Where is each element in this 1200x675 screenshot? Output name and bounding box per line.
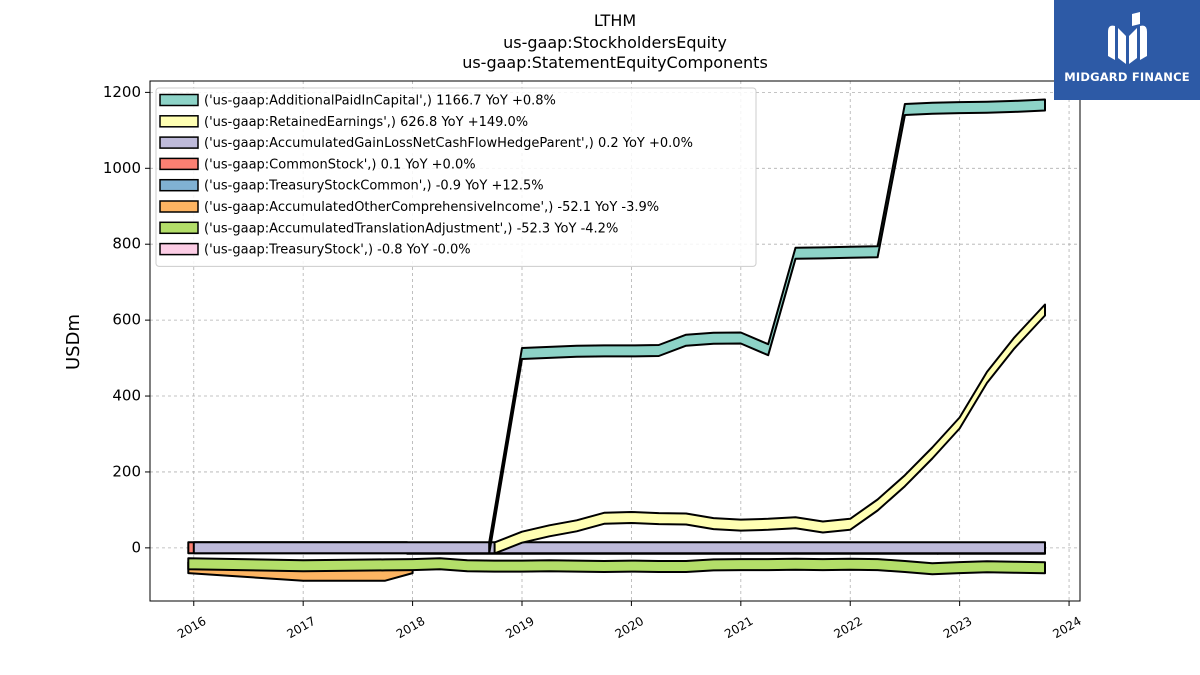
ticks-layer: 0 200 400 600 800 1000 1200 2016 2017 2018 2019 202… <box>103 83 1084 641</box>
legend-swatch <box>159 221 199 235</box>
series-band-6 <box>187 557 1046 576</box>
midgard-finance-logo: MIDGARD FINANCE <box>1054 0 1200 100</box>
legend-swatch <box>159 115 199 128</box>
y-tick-label: 400 <box>112 387 141 405</box>
legend-label: ('us-gaap:AccumulatedGainLossNetCashFlow… <box>204 136 693 151</box>
x-tick-label: 2018 <box>394 614 427 641</box>
x-tick-label: 2019 <box>503 614 536 641</box>
x-tick-label: 2023 <box>941 614 974 641</box>
y-tick-label: 800 <box>112 235 141 253</box>
chart-title-line-3: us-gaap:StatementEquityComponents <box>462 53 768 72</box>
legend-swatch <box>159 136 199 149</box>
legend-box <box>155 87 757 267</box>
y-tick-label: 1000 <box>103 159 141 177</box>
legend-swatch <box>159 242 199 256</box>
y-tick-label: 1200 <box>103 83 141 101</box>
x-tick-label: 2021 <box>722 614 755 641</box>
series-band-0 <box>488 98 1046 555</box>
legend-label: ('us-gaap:TreasuryStockCommon',) -0.9 Yo… <box>204 179 544 194</box>
legend-label: ('us-gaap:AccumulatedOtherComprehensiveI… <box>204 200 659 215</box>
y-tick-label: 0 <box>131 538 141 556</box>
legend-label: ('us-gaap:TreasuryStock',) -0.8 YoY -0.0… <box>204 243 471 258</box>
series-layer <box>187 98 1046 582</box>
legend-label: ('us-gaap:RetainedEarnings',) 626.8 YoY … <box>204 115 528 130</box>
y-tick-label: 200 <box>112 462 141 480</box>
legend-swatch <box>159 93 199 107</box>
legend-label: ('us-gaap:AccumulatedTranslationAdjustme… <box>204 221 618 236</box>
logo-text: MIDGARD FINANCE <box>1064 70 1190 84</box>
legend-swatch <box>159 200 199 213</box>
legend-label: ('us-gaap:AdditionalPaidInCapital',) 116… <box>204 94 556 109</box>
midgard-logo-mark-icon <box>1108 12 1147 64</box>
chart-title: LTHM us-gaap:StockholdersEquity us-gaap:… <box>462 11 768 72</box>
legend: ('us-gaap:AdditionalPaidInCapital',) 116… <box>155 87 757 267</box>
x-tick-label: 2022 <box>832 614 865 641</box>
chart-title-line-2: us-gaap:StockholdersEquity <box>503 33 727 52</box>
legend-swatch <box>159 178 199 192</box>
x-tick-label: 2020 <box>613 614 646 641</box>
x-tick-label: 2016 <box>175 614 208 641</box>
x-tick-label: 2024 <box>1050 614 1083 641</box>
y-tick-label: 600 <box>112 311 141 329</box>
x-tick-label: 2017 <box>284 614 317 641</box>
series-band-2 <box>192 541 1046 555</box>
series-band-1 <box>493 303 1046 555</box>
legend-swatch <box>159 157 199 171</box>
plot-frame <box>149 80 1081 602</box>
chart-title-line-1: LTHM <box>594 11 636 30</box>
y-axis-label: USDm <box>63 314 84 370</box>
legend-label: ('us-gaap:CommonStock',) 0.1 YoY +0.0% <box>204 157 476 172</box>
